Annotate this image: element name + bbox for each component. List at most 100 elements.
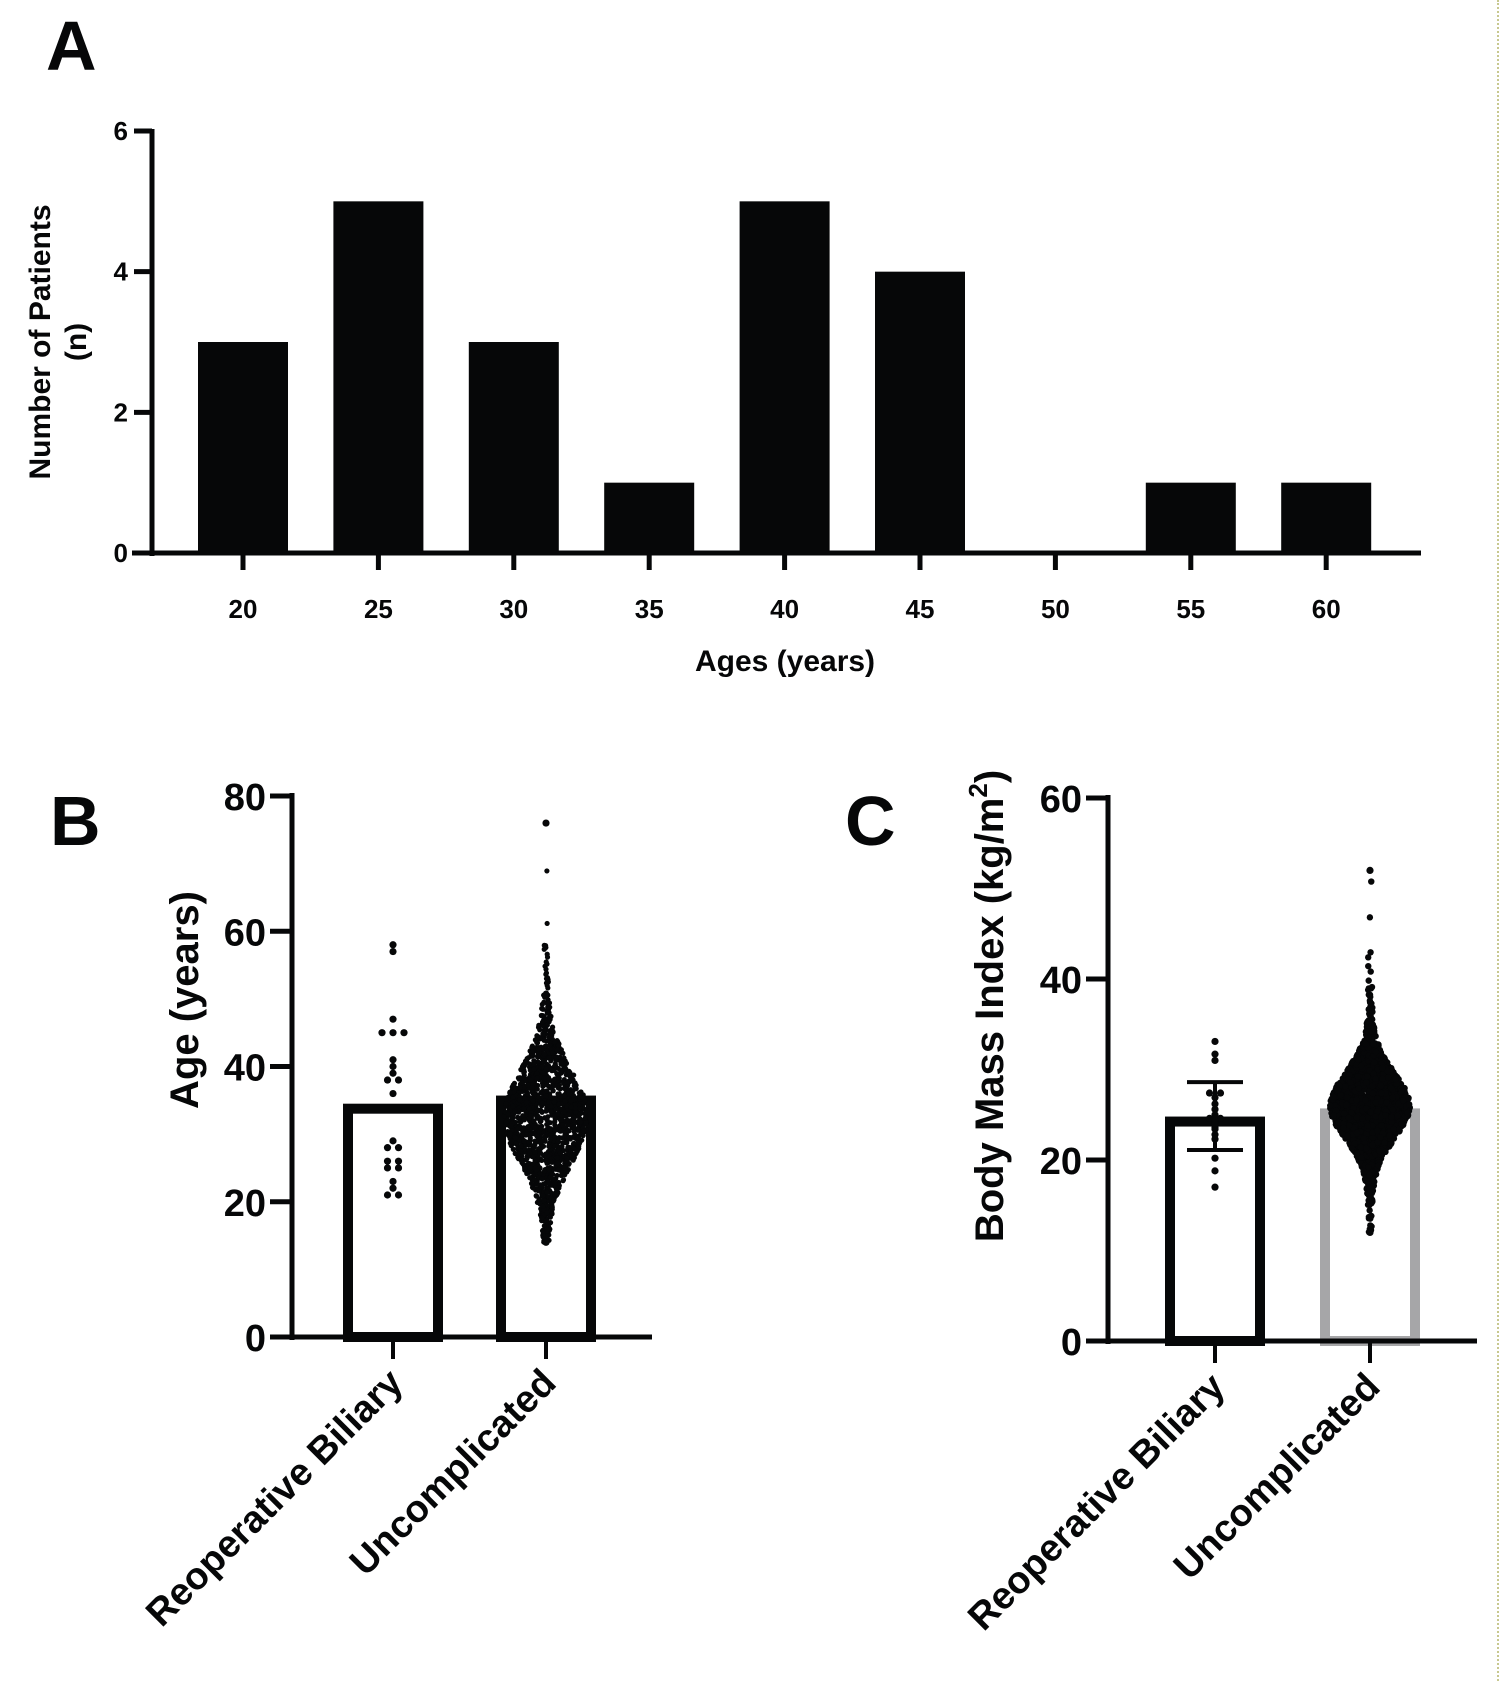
c-point xyxy=(1390,1125,1397,1133)
b-point xyxy=(571,1080,577,1086)
panel-a-bar-20 xyxy=(198,342,288,553)
panel-c-y-axis-title-main: Body Mass Index (kg/m xyxy=(968,798,1012,1243)
c-point xyxy=(1400,1097,1407,1104)
b-point xyxy=(573,1086,579,1092)
panel-a-axes xyxy=(132,129,1421,556)
b-point xyxy=(552,1039,558,1045)
panel-a-x-tick-label: 50 xyxy=(1041,594,1070,624)
b-point xyxy=(544,1226,550,1233)
c-point xyxy=(1372,1075,1379,1082)
b-point xyxy=(527,1165,533,1171)
c-point xyxy=(1345,1114,1352,1121)
b-point xyxy=(543,1108,549,1114)
b-point xyxy=(559,1143,565,1149)
b-point xyxy=(547,1127,553,1133)
b-point xyxy=(507,1089,513,1095)
b-point xyxy=(551,1197,557,1203)
b-point xyxy=(546,1143,552,1149)
b-point xyxy=(555,1091,561,1097)
b-point xyxy=(547,1174,554,1180)
b-point xyxy=(544,868,550,874)
b-point xyxy=(542,1134,548,1140)
c-point xyxy=(1353,1129,1361,1137)
c-point xyxy=(1366,1171,1373,1179)
b-point xyxy=(537,1027,543,1033)
b-point xyxy=(383,1191,392,1199)
panel-a-y-axis-title-line2: (n) xyxy=(60,323,93,361)
b-point xyxy=(510,1146,516,1152)
b-point xyxy=(566,1090,572,1096)
b-point xyxy=(546,1180,552,1186)
c-point xyxy=(1344,1132,1351,1140)
c-point xyxy=(1377,1134,1384,1141)
c-point xyxy=(1364,1114,1371,1121)
c-point xyxy=(1370,1025,1378,1032)
b-point xyxy=(548,1108,554,1115)
panel-c-x-tick-label: Reoperative Biliary xyxy=(960,1366,1233,1639)
b-point xyxy=(569,1152,575,1158)
b-point xyxy=(552,1143,558,1149)
c-point xyxy=(1387,1084,1395,1092)
b-point xyxy=(541,1037,547,1043)
b-point xyxy=(580,1095,586,1101)
b-point xyxy=(549,1211,555,1217)
b-point xyxy=(543,1043,549,1049)
panel-a-x-tick-label: 55 xyxy=(1176,594,1205,624)
c-point xyxy=(1357,1143,1365,1151)
b-point xyxy=(536,1051,542,1057)
b-point xyxy=(394,1144,403,1152)
b-point xyxy=(389,1015,397,1023)
b-point xyxy=(531,1061,537,1067)
b-point xyxy=(536,1196,542,1202)
b-point xyxy=(501,1113,507,1119)
b-point xyxy=(527,1150,533,1156)
b-point xyxy=(536,1188,542,1194)
c-point xyxy=(1367,1108,1374,1116)
c-point xyxy=(1211,1167,1219,1175)
panel-a-y-axis-title-line1: Number of Patients xyxy=(24,204,57,479)
c-point xyxy=(1369,1134,1377,1141)
b-point xyxy=(523,1132,529,1138)
b-point xyxy=(559,1135,565,1141)
b-point xyxy=(519,1075,525,1081)
panel-a-bar-55 xyxy=(1145,482,1236,553)
b-point xyxy=(570,1092,577,1099)
b-point xyxy=(554,1155,560,1161)
c-point xyxy=(1342,1083,1349,1090)
b-point xyxy=(568,1098,574,1104)
b-point xyxy=(540,1031,546,1037)
c-point xyxy=(1392,1075,1399,1083)
panel-a-bar-45 xyxy=(875,271,965,553)
c-point xyxy=(1211,1056,1219,1065)
b-point xyxy=(521,1117,528,1123)
b-point xyxy=(584,1108,590,1114)
panel-a-y-tick-label: 2 xyxy=(114,397,128,427)
b-point xyxy=(559,1112,565,1119)
c-point xyxy=(1374,1108,1381,1115)
b-point xyxy=(544,1022,550,1028)
b-point xyxy=(546,1042,553,1049)
c-point xyxy=(1404,1109,1411,1117)
b-point xyxy=(533,1193,539,1199)
c-point xyxy=(1372,1048,1380,1056)
b-point xyxy=(527,1175,533,1181)
b-point xyxy=(541,999,547,1005)
b-point xyxy=(394,1164,403,1172)
b-point xyxy=(517,1119,523,1125)
b-point xyxy=(571,1072,577,1078)
panel-b-y-tick-label: 80 xyxy=(224,777,266,819)
b-point xyxy=(524,1091,530,1097)
b-point xyxy=(528,1113,534,1119)
panel-a-bar-35 xyxy=(604,482,695,553)
b-point xyxy=(551,1099,557,1105)
b-point xyxy=(543,1093,549,1099)
b-point xyxy=(534,1086,540,1092)
c-point xyxy=(1366,1067,1373,1074)
b-point xyxy=(532,1125,538,1131)
b-point xyxy=(571,1117,577,1123)
c-point xyxy=(1386,1132,1393,1140)
panel-a-bar-40 xyxy=(739,201,830,554)
b-point xyxy=(524,1156,530,1162)
b-point xyxy=(383,1144,392,1152)
